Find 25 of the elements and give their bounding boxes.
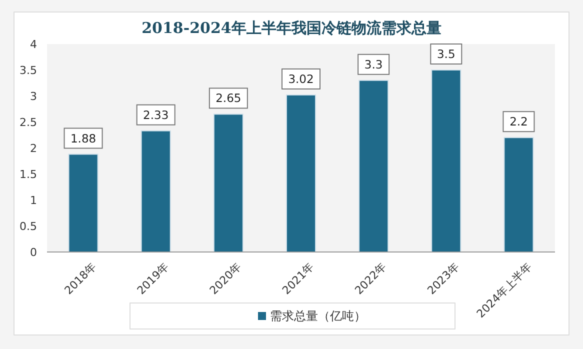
data-label: 3.3 (364, 57, 383, 72)
legend-label: 需求总量（亿吨） (270, 309, 366, 324)
y-tick-label: 3 (30, 90, 37, 103)
chart-title: 2018-2024年上半年我国冷链物流需求总量 (142, 19, 442, 37)
data-label: 1.88 (70, 131, 96, 146)
y-tick-label: 0.5 (20, 220, 37, 233)
data-label: 2.33 (143, 108, 169, 122)
bar (286, 94, 316, 252)
bar (140, 130, 171, 252)
data-label: 3.02 (288, 72, 314, 86)
bar (213, 114, 244, 252)
y-tick-label: 2.5 (20, 116, 37, 129)
data-label: 3.5 (436, 47, 456, 62)
y-tick-label: 4 (30, 38, 37, 51)
y-tick-label: 3.5 (20, 64, 37, 77)
bar (358, 80, 389, 252)
bar (504, 137, 534, 252)
y-tick-label: 1.5 (20, 168, 37, 181)
bar (431, 70, 462, 252)
y-tick-label: 1 (30, 194, 37, 207)
y-tick-label: 0 (30, 246, 37, 259)
bar (68, 154, 98, 252)
y-tick-label: 2 (30, 142, 37, 155)
data-label: 2.65 (216, 91, 242, 106)
data-label: 2.2 (510, 114, 528, 129)
